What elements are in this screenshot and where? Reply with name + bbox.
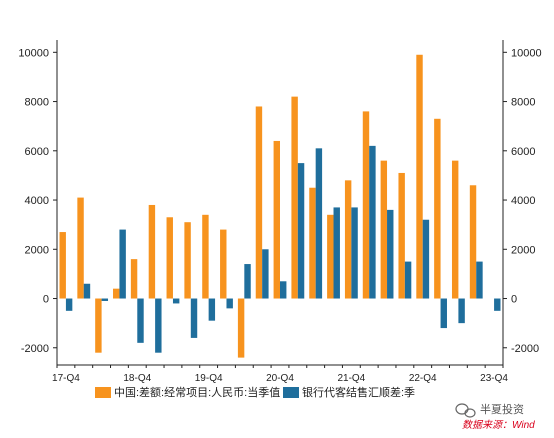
- bar-current-account: [113, 288, 120, 299]
- bar-fx-settlement: [440, 298, 447, 329]
- bar-current-account: [237, 298, 245, 358]
- axes: [53, 40, 507, 368]
- right-y-tick-label: 2000: [511, 244, 535, 256]
- left-y-tick-label: -2000: [21, 343, 49, 355]
- bar-current-account: [148, 204, 156, 299]
- bar-fx-settlement: [65, 298, 73, 311]
- x-tick-label: 22-Q4: [409, 373, 437, 384]
- bar-fx-settlement: [494, 298, 501, 311]
- bar-current-account: [380, 160, 388, 299]
- bar-current-account: [220, 229, 227, 299]
- bar-fx-settlement: [155, 298, 162, 353]
- bar-fx-settlement: [262, 249, 269, 299]
- x-tick-label: 20-Q4: [266, 373, 294, 384]
- bar-fx-settlement: [101, 298, 109, 301]
- bar-current-account: [434, 118, 441, 299]
- left-y-tick-label: 0: [43, 294, 49, 306]
- bar-fx-settlement: [172, 298, 180, 304]
- right-y-tick-label: 4000: [511, 195, 535, 207]
- left-y-tick-label: 4000: [25, 195, 49, 207]
- bar-current-account: [416, 54, 423, 299]
- bar-fx-settlement: [226, 298, 233, 309]
- right-y-tick-label: 6000: [511, 146, 535, 158]
- bar-fx-settlement: [315, 148, 323, 299]
- bar-fx-settlement: [280, 281, 287, 299]
- bar-fx-settlement: [119, 229, 126, 299]
- legend-swatch-fx-settlement: [283, 387, 299, 398]
- legend-swatch-current-account: [95, 387, 111, 398]
- watermark: 半夏投资 数据来源：Wind: [455, 402, 535, 431]
- bar-fx-settlement: [297, 163, 305, 299]
- bar-current-account: [184, 222, 191, 299]
- x-tick-label: 23-Q4: [480, 373, 508, 384]
- bar-fx-settlement: [351, 207, 358, 299]
- bar-current-account: [451, 160, 459, 299]
- bar-current-account: [255, 106, 263, 299]
- data-source-label: 数据来源：Wind: [462, 419, 535, 431]
- bar-current-account: [95, 298, 102, 353]
- bar-current-account: [398, 172, 405, 299]
- bar-fx-settlement: [369, 145, 376, 299]
- bar-current-account: [166, 217, 173, 299]
- x-tick-label: 19-Q4: [195, 373, 223, 384]
- bar-fx-settlement: [208, 298, 216, 321]
- right-y-tick-label: 0: [511, 294, 517, 306]
- bar-current-account: [469, 185, 477, 299]
- bar-fx-settlement: [387, 209, 394, 299]
- right-y-tick-label: 10000: [511, 47, 542, 59]
- right-y-tick-label: -2000: [511, 343, 539, 355]
- bar-fx-settlement: [244, 264, 251, 299]
- x-tick-label: 18-Q4: [123, 373, 151, 384]
- bar-fx-settlement: [404, 261, 412, 299]
- x-tick-label: 17-Q4: [52, 373, 80, 384]
- bar-current-account: [202, 214, 209, 299]
- bar-fx-settlement: [137, 298, 144, 343]
- legend: 中国:差额:经常项目:人民币:当季值 银行代客结售汇顺差:季: [95, 385, 415, 399]
- bar-current-account: [362, 111, 370, 299]
- bar-current-account: [59, 232, 66, 299]
- bar-fx-settlement: [333, 207, 340, 299]
- bar-current-account: [309, 187, 316, 299]
- wechat-icon: [455, 403, 476, 418]
- bars: [59, 54, 501, 358]
- left-y-tick-label: 10000: [18, 47, 49, 59]
- bar-fx-settlement: [458, 298, 465, 324]
- bar-current-account: [291, 96, 298, 299]
- bar-fx-settlement: [476, 261, 483, 299]
- bar-current-account: [77, 197, 84, 299]
- bar-fx-settlement: [83, 283, 91, 299]
- watermark-brand: 半夏投资: [480, 402, 524, 416]
- right-y-tick-label: 8000: [511, 97, 535, 109]
- bar-fx-settlement: [190, 298, 198, 338]
- left-y-tick-label: 2000: [25, 244, 49, 256]
- bar-fx-settlement: [422, 219, 430, 299]
- x-tick-label: 21-Q4: [337, 373, 365, 384]
- tick-labels: -2000 -2000 0 0 2000 2000 4000 4000 6000 6000 8000…: [18, 47, 541, 384]
- bar-current-account: [344, 180, 352, 299]
- legend-label-fx-settlement: 银行代客结售汇顺差:季: [302, 385, 415, 399]
- left-y-tick-label: 8000: [25, 97, 49, 109]
- bar-current-account: [273, 140, 280, 299]
- left-y-tick-label: 6000: [25, 146, 49, 158]
- legend-label-current-account: 中国:差额:经常项目:人民币:当季值: [114, 385, 280, 399]
- bar-current-account: [327, 214, 334, 299]
- bar-current-account: [130, 259, 138, 299]
